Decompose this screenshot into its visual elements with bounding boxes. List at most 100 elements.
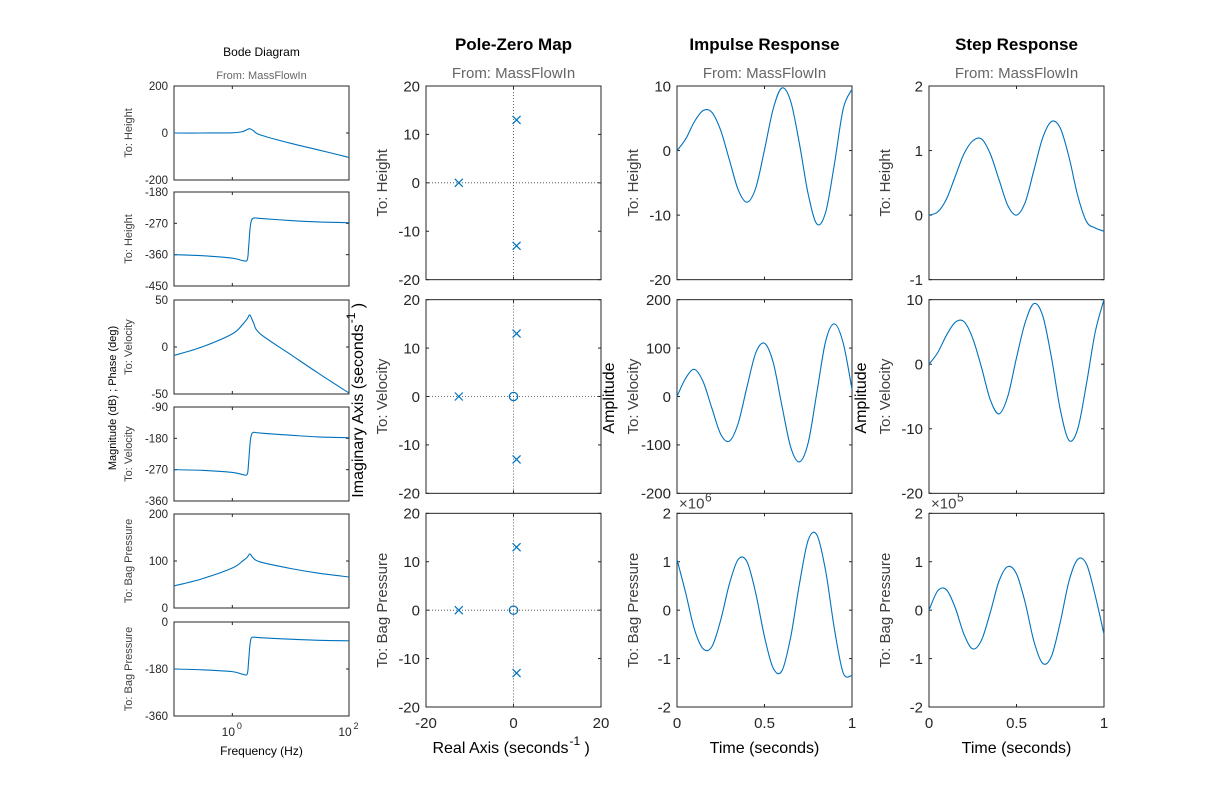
bode-curve — [173, 553, 350, 587]
x-tick-label: 1 — [848, 715, 856, 732]
pole-marker — [512, 115, 521, 125]
axes-frame — [928, 85, 1105, 281]
y-tick-label: 2 — [915, 78, 923, 95]
x-tick-label: 0 — [925, 715, 933, 732]
x-tick-label: 0.5 — [1006, 715, 1027, 732]
row-output-label: To: Bag Pressure — [625, 553, 642, 668]
bode-axes — [173, 621, 350, 717]
x-tick-label: 0.5 — [754, 715, 775, 732]
y-tick-label: 10 — [906, 292, 923, 309]
y-tick-label: 0 — [915, 602, 923, 619]
response-curve — [676, 323, 853, 463]
axes-frame — [676, 85, 853, 281]
x-tick-label: 10 — [338, 725, 352, 739]
x-axis-label: Real Axis (seconds — [432, 740, 568, 757]
y-tick-label: 2 — [663, 506, 671, 523]
y-tick-label: 10 — [403, 340, 420, 357]
pole-marker — [512, 329, 521, 338]
y-tick-label: -200 — [641, 486, 671, 503]
row-output-label: To: Bag Pressure — [123, 519, 135, 603]
y-tick-label: -360 — [145, 250, 168, 262]
y-tick-label: -50 — [151, 389, 168, 401]
pole-marker-stroke — [454, 392, 464, 401]
y-tick-label: -450 — [145, 281, 168, 293]
response-curve — [676, 87, 853, 226]
y-axis-label: Imaginary Axis (seconds — [350, 324, 367, 497]
axes-frame — [928, 512, 1105, 708]
y-tick-label: -2 — [910, 699, 923, 716]
row-output-label: To: Velocity — [877, 358, 894, 434]
y-tick-label: 200 — [646, 292, 671, 309]
row-output-label: To: Height — [625, 148, 642, 216]
pole-marker — [454, 392, 464, 401]
y-tick-label: -360 — [145, 711, 168, 723]
y-tick-label: 100 — [646, 340, 671, 357]
y-tick-label: -10 — [398, 651, 420, 668]
y-tick-label: -20 — [398, 486, 420, 503]
row-output-label: To: Height — [877, 148, 894, 216]
bode-axes — [173, 406, 350, 502]
y-tick-label: 0 — [162, 603, 168, 615]
y-tick-label: -1 — [910, 272, 923, 289]
pole-marker — [512, 455, 521, 464]
y-tick-label: -20 — [901, 486, 923, 503]
y-tick-label: -20 — [398, 272, 420, 289]
chart-subtitle: From: MassFlowIn — [955, 65, 1078, 82]
y-tick-label: -10 — [398, 224, 420, 241]
pole-marker — [512, 542, 521, 552]
x-axis-label: Time (seconds) — [962, 740, 1072, 757]
y-tick-label: 1 — [915, 143, 923, 160]
y-tick-label: -180 — [145, 433, 168, 445]
response-curve — [676, 531, 853, 678]
y-axis-label: Magnitude (dB) ; Phase (deg) — [107, 326, 119, 470]
y-tick-label: -10 — [901, 421, 923, 438]
axis-multiplier: ×10 — [931, 495, 956, 512]
x-tick-exponent: 0 — [237, 721, 242, 731]
y-axis-label-exponent: -1 — [344, 312, 358, 323]
row-output-label: To: Height — [374, 148, 391, 216]
y-tick-label: 1 — [915, 554, 923, 571]
y-tick-label: -1 — [658, 651, 671, 668]
y-tick-label: 1 — [663, 554, 671, 571]
y-axis-label: Amplitude — [853, 362, 870, 433]
y-tick-label: 0 — [412, 175, 420, 192]
response-curve — [928, 557, 1105, 665]
pole-marker-stroke — [512, 115, 521, 125]
axes-frame — [676, 512, 853, 708]
axis-multiplier-exponent: 6 — [705, 490, 712, 504]
y-tick-label: 100 — [149, 556, 168, 568]
row-output-label: To: Height — [123, 108, 135, 158]
y-tick-label: 20 — [403, 292, 420, 309]
pole-marker-stroke — [454, 605, 464, 615]
pole-marker-stroke — [512, 241, 521, 251]
y-tick-label: -10 — [398, 437, 420, 454]
x-tick-exponent: 2 — [353, 721, 358, 731]
y-tick-label: 10 — [403, 554, 420, 571]
y-tick-label: -90 — [151, 402, 168, 414]
y-tick-label: 0 — [412, 389, 420, 406]
bode-axes — [173, 191, 350, 287]
y-tick-label: 0 — [412, 602, 420, 619]
y-tick-label: -20 — [398, 699, 420, 716]
axes-frame — [676, 299, 853, 494]
x-tick-label: 1 — [1100, 715, 1108, 732]
y-tick-label: 0 — [162, 128, 168, 140]
row-output-label: To: Velocity — [374, 358, 391, 434]
y-tick-label: -1 — [910, 651, 923, 668]
pole-marker — [512, 241, 521, 251]
y-tick-label: -20 — [649, 272, 671, 289]
chart-title: Bode Diagram — [223, 45, 300, 59]
chart-subtitle: From: MassFlowIn — [216, 70, 306, 82]
y-tick-label: 0 — [915, 207, 923, 224]
chart-subtitle: From: MassFlowIn — [452, 65, 575, 82]
row-output-label: To: Velocity — [123, 426, 135, 482]
y-tick-label: 0 — [162, 342, 168, 354]
bode-axes — [173, 513, 350, 609]
y-tick-label: 10 — [654, 78, 671, 95]
y-axis-label-group: Imaginary Axis (seconds-1) — [344, 303, 367, 498]
pole-marker-stroke — [512, 329, 521, 338]
y-tick-label: 10 — [403, 127, 420, 144]
chart-title: Pole-Zero Map — [455, 35, 572, 54]
chart-subtitle: From: MassFlowIn — [703, 65, 826, 82]
